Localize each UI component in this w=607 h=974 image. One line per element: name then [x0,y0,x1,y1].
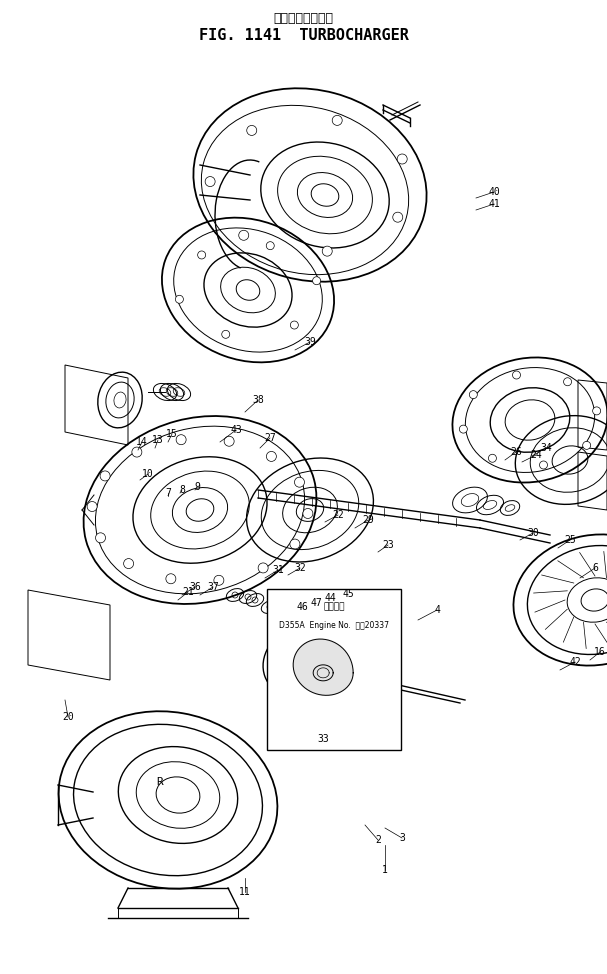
Text: 25: 25 [564,535,576,545]
Text: 45: 45 [342,589,354,599]
Circle shape [205,176,215,187]
Text: 21: 21 [182,587,194,597]
Circle shape [222,330,229,338]
Text: 34: 34 [540,443,552,453]
Text: ターボチャージャ: ターボチャージャ [274,12,333,24]
Text: 20: 20 [62,712,74,722]
Circle shape [489,454,497,463]
Text: 30: 30 [527,528,539,538]
Circle shape [214,576,224,585]
Text: 8: 8 [179,485,185,495]
Circle shape [87,502,97,511]
Circle shape [175,295,183,303]
Circle shape [397,154,407,164]
Text: 15: 15 [166,429,178,439]
Circle shape [563,378,572,386]
Text: 22: 22 [332,510,344,520]
Circle shape [95,533,106,543]
Text: R: R [157,777,163,787]
Text: 41: 41 [488,199,500,209]
Circle shape [246,126,257,135]
Circle shape [258,563,268,573]
Text: 33: 33 [317,734,329,744]
Text: 40: 40 [488,187,500,197]
Text: 29: 29 [362,515,374,525]
Text: 38: 38 [252,395,264,405]
Text: 23: 23 [382,540,394,550]
Polygon shape [293,639,353,695]
Text: 16: 16 [594,647,606,657]
Text: 46: 46 [296,602,308,612]
Text: 3: 3 [399,833,405,843]
Circle shape [313,277,320,284]
Circle shape [176,434,186,445]
Circle shape [459,425,467,433]
Text: 26: 26 [510,447,522,457]
Text: 1: 1 [382,865,388,875]
Circle shape [224,436,234,446]
Circle shape [100,470,110,481]
Circle shape [266,451,276,462]
Circle shape [266,242,274,249]
Text: 4: 4 [434,605,440,615]
Circle shape [132,447,142,457]
Circle shape [469,391,477,398]
Text: FIG. 1141  TURBOCHARGER: FIG. 1141 TURBOCHARGER [198,28,409,44]
Text: 14: 14 [136,437,148,447]
Circle shape [512,371,520,379]
Circle shape [303,508,313,518]
Text: 37: 37 [207,582,219,592]
Text: 適用号機: 適用号機 [323,602,345,611]
Circle shape [540,461,548,469]
Circle shape [124,558,134,569]
Circle shape [393,212,403,222]
Text: 10: 10 [142,469,154,479]
Text: 13: 13 [152,435,164,445]
Text: 32: 32 [294,563,306,573]
Circle shape [290,321,299,329]
Text: 47: 47 [310,598,322,608]
Text: 44: 44 [324,593,336,603]
Circle shape [239,230,249,241]
Circle shape [332,115,342,126]
Text: 42: 42 [569,657,581,667]
Text: 2: 2 [375,835,381,845]
Text: 24: 24 [530,450,542,460]
Circle shape [583,441,591,449]
Text: 6: 6 [592,563,598,573]
Text: 39: 39 [304,337,316,347]
Circle shape [294,477,305,487]
Text: 43: 43 [230,425,242,435]
Text: 27: 27 [264,433,276,443]
Circle shape [166,574,176,583]
Text: 31: 31 [272,565,284,575]
Circle shape [290,539,300,549]
Text: 7: 7 [165,488,171,498]
Bar [267,589,401,750]
Circle shape [198,251,206,259]
Text: 11: 11 [239,887,251,897]
Text: D355A  Engine No.  ・～20337: D355A Engine No. ・～20337 [279,621,389,630]
Text: 9: 9 [194,482,200,492]
Circle shape [592,407,601,415]
Circle shape [322,246,332,256]
Text: 36: 36 [189,582,201,592]
